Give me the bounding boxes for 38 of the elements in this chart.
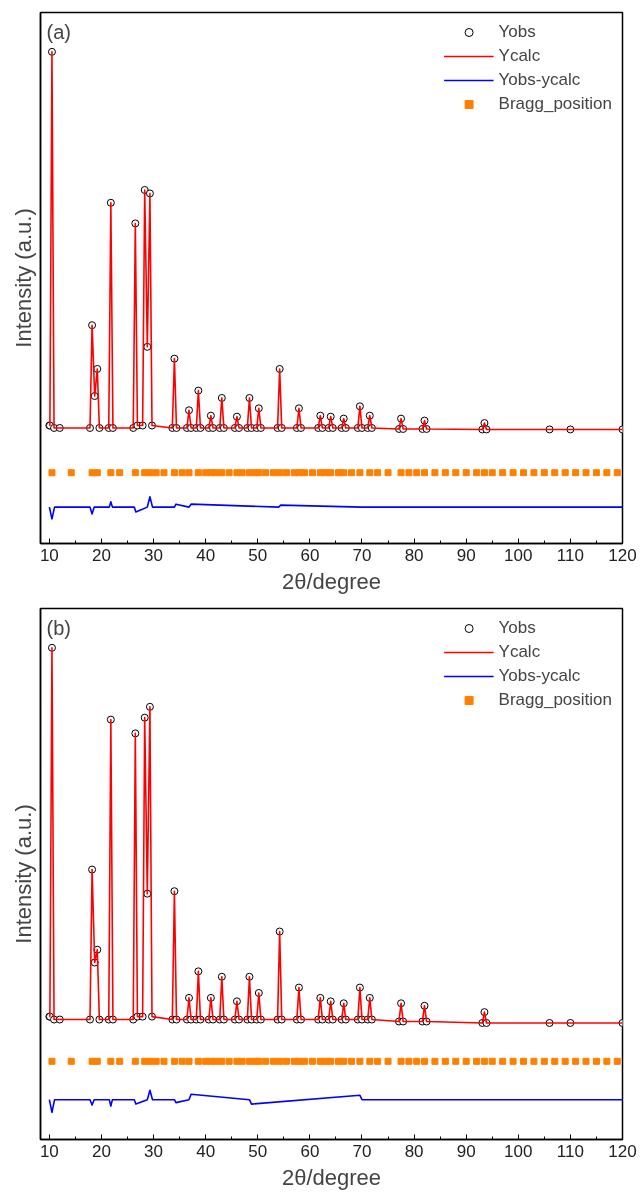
- x-tick-label: 120: [608, 545, 637, 565]
- text: (b): [46, 616, 71, 639]
- x-tick-label: 20: [92, 1141, 111, 1161]
- x-tick-label: 80: [404, 1141, 424, 1161]
- text: (a): [46, 20, 71, 43]
- x-tick-label: 40: [196, 1141, 216, 1161]
- x-tick-label: 100: [504, 1141, 533, 1161]
- x-tick-label: 60: [300, 1141, 320, 1161]
- y-axis-title: Intensity (a.u.): [10, 804, 36, 944]
- x-tick-label: 40: [196, 545, 216, 565]
- x-tick-label: 90: [456, 545, 476, 565]
- x-axis-title: 2θ/degree: [281, 568, 382, 594]
- x-tick-label: 70: [352, 545, 372, 565]
- legend-label: Ycalc: [498, 46, 541, 66]
- legend-label: Yobs: [498, 618, 536, 638]
- legend-label: Yobs-ycalc: [498, 70, 581, 90]
- y-axis-title: Intensity (a.u.): [10, 208, 36, 348]
- legend-label: Ycalc: [498, 642, 541, 662]
- x-tick-label: 120: [608, 1141, 637, 1161]
- x-axis-title: 2θ/degree: [281, 1164, 382, 1190]
- x-tick-label: 50: [248, 1141, 268, 1161]
- x-tick-label: 50: [248, 545, 268, 565]
- x-tick-label: 70: [352, 1141, 372, 1161]
- x-tick-label: 90: [456, 1141, 476, 1161]
- legend-label: Yobs: [498, 22, 536, 42]
- x-tick-label: 30: [144, 545, 164, 565]
- x-tick-label: 10: [39, 545, 59, 565]
- x-tick-label: 100: [504, 545, 533, 565]
- legend-label: Bragg_position: [498, 94, 612, 114]
- x-tick-label: 30: [144, 1141, 164, 1161]
- x-tick-label: 80: [404, 545, 424, 565]
- x-tick-label: 10: [39, 1141, 59, 1161]
- x-tick-label: 20: [92, 545, 111, 565]
- x-tick-label: 110: [556, 545, 584, 565]
- x-tick-label: 60: [300, 545, 320, 565]
- x-tick-label: 110: [556, 1141, 584, 1161]
- legend-label: Yobs-ycalc: [498, 666, 581, 686]
- legend-label: Bragg_position: [498, 690, 612, 710]
